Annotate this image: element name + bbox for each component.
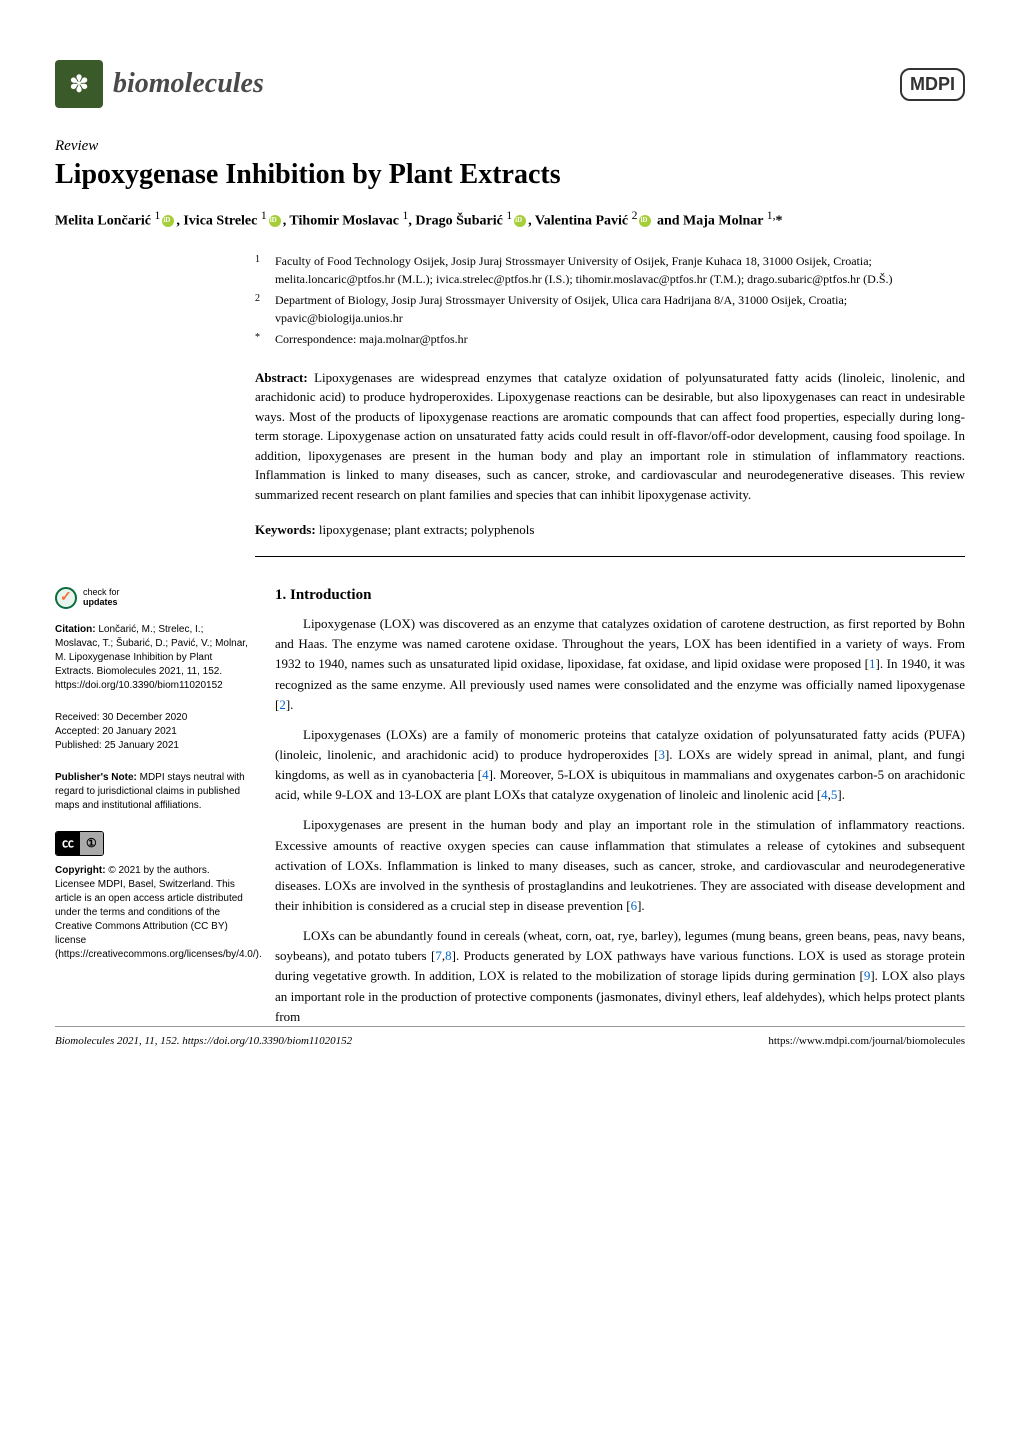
- citation-ref[interactable]: 9: [864, 968, 871, 983]
- check-updates-block[interactable]: check forupdates: [55, 587, 250, 609]
- affiliation-text: Department of Biology, Josip Juraj Stros…: [275, 291, 965, 327]
- keywords-label: Keywords:: [255, 522, 316, 537]
- citation-ref[interactable]: 2: [279, 697, 286, 712]
- dates-block: Received: 30 December 2020 Accepted: 20 …: [55, 711, 250, 753]
- journal-name: biomolecules: [113, 68, 264, 100]
- publisher-note-label: Publisher's Note:: [55, 772, 137, 783]
- orcid-icon: [639, 215, 651, 227]
- abstract-text: Lipoxygenases are widespread enzymes tha…: [255, 370, 965, 502]
- accepted-date: Accepted: 20 January 2021: [55, 725, 250, 739]
- journal-badge-icon: ✽: [55, 60, 103, 108]
- received-date: Received: 30 December 2020: [55, 711, 250, 725]
- footer-left: Biomolecules 2021, 11, 152. https://doi.…: [55, 1035, 352, 1047]
- citation-ref[interactable]: 7: [435, 948, 442, 963]
- section-heading: 1. Introduction: [275, 587, 965, 604]
- keywords-text: lipoxygenase; plant extracts; polyphenol…: [316, 522, 535, 537]
- affiliation-text: Faculty of Food Technology Osijek, Josip…: [275, 252, 965, 288]
- affiliation-row: 2 Department of Biology, Josip Juraj Str…: [255, 291, 965, 327]
- article-title: Lipoxygenase Inhibition by Plant Extract…: [55, 159, 965, 191]
- copyright-block: Copyright: © 2021 by the authors. Licens…: [55, 864, 250, 962]
- citation-label: Citation:: [55, 624, 96, 635]
- keywords-block: Keywords: lipoxygenase; plant extracts; …: [255, 522, 965, 538]
- affiliation-text: Correspondence: maja.molnar@ptfos.hr: [275, 330, 468, 348]
- page-footer: Biomolecules 2021, 11, 152. https://doi.…: [55, 1026, 965, 1047]
- authors-line: Melita Lončarić 1, Ivica Strelec 1, Tiho…: [55, 209, 965, 230]
- abstract-block: Abstract: Lipoxygenases are widespread e…: [255, 368, 965, 505]
- copyright-text: © 2021 by the authors. Licensee MDPI, Ba…: [55, 865, 262, 960]
- cc-icon: ㏄: [56, 832, 80, 855]
- affiliation-num: *: [255, 330, 275, 348]
- body-paragraph: Lipoxygenases (LOXs) are a family of mon…: [275, 725, 965, 806]
- affiliation-num: 2: [255, 291, 275, 327]
- article-type: Review: [55, 138, 965, 155]
- citation-ref[interactable]: 8: [445, 948, 452, 963]
- published-date: Published: 25 January 2021: [55, 739, 250, 753]
- body-paragraph: Lipoxygenase (LOX) was discovered as an …: [275, 614, 965, 715]
- orcid-icon: [269, 215, 281, 227]
- check-icon: [55, 587, 77, 609]
- cc-license-badge: ㏄ ①: [55, 831, 250, 864]
- body-paragraph: LOXs can be abundantly found in cereals …: [275, 926, 965, 1027]
- citation-ref[interactable]: 3: [658, 747, 665, 762]
- orcid-icon: [514, 215, 526, 227]
- publisher-logo: MDPI: [900, 68, 965, 101]
- citation-ref[interactable]: 4: [821, 787, 828, 802]
- affiliations-block: 1 Faculty of Food Technology Osijek, Jos…: [255, 252, 965, 348]
- journal-logo: ✽ biomolecules: [55, 60, 264, 108]
- affiliation-row: 1 Faculty of Food Technology Osijek, Jos…: [255, 252, 965, 288]
- citation-block: Citation: Lončarić, M.; Strelec, I.; Mos…: [55, 623, 250, 693]
- by-icon: ①: [80, 832, 103, 855]
- footer-right: https://www.mdpi.com/journal/biomolecule…: [768, 1035, 965, 1047]
- page-header: ✽ biomolecules MDPI: [55, 60, 965, 108]
- affiliation-row: * Correspondence: maja.molnar@ptfos.hr: [255, 330, 965, 348]
- citation-ref[interactable]: 6: [631, 898, 638, 913]
- citation-ref[interactable]: 1: [869, 656, 876, 671]
- check-updates-text: check forupdates: [83, 588, 120, 608]
- publisher-note-block: Publisher's Note: MDPI stays neutral wit…: [55, 771, 250, 813]
- copyright-label: Copyright:: [55, 865, 106, 876]
- body-paragraph: Lipoxygenases are present in the human b…: [275, 815, 965, 916]
- affiliation-num: 1: [255, 252, 275, 288]
- sidebar: check forupdates Citation: Lončarić, M.;…: [55, 587, 250, 1037]
- orcid-icon: [162, 215, 174, 227]
- section-divider: [255, 556, 965, 557]
- citation-ref[interactable]: 5: [831, 787, 838, 802]
- abstract-label: Abstract:: [255, 370, 308, 385]
- citation-ref[interactable]: 4: [482, 767, 489, 782]
- main-content: 1. Introduction Lipoxygenase (LOX) was d…: [275, 587, 965, 1037]
